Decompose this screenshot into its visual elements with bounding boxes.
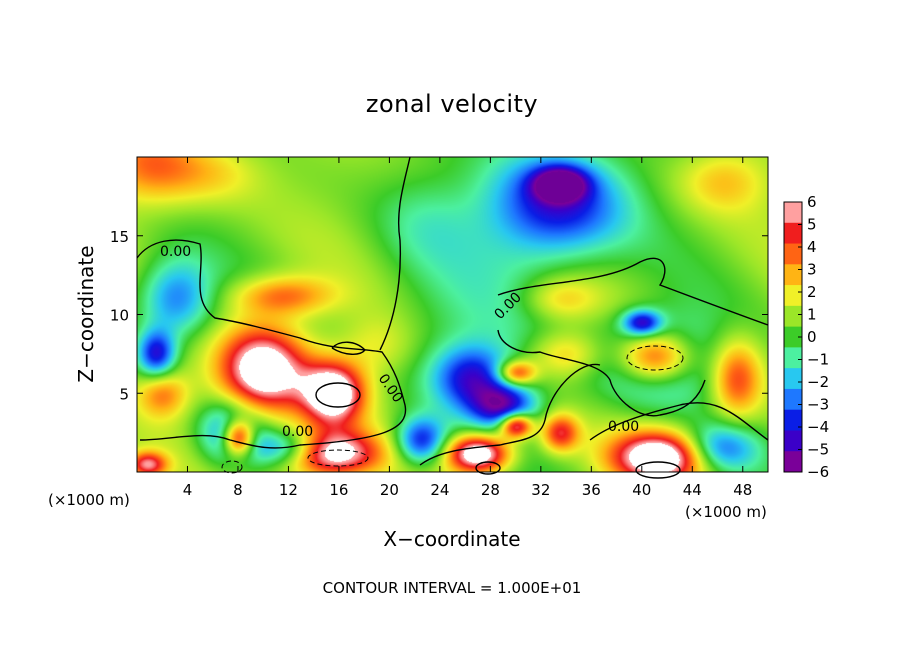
contour-line — [331, 341, 366, 355]
x-axis-title: X−coordinate — [383, 527, 520, 551]
colorbar-tick-label: 1 — [807, 306, 817, 324]
colorbar-tick-label: −1 — [807, 351, 829, 369]
x-tick-label: 12 — [279, 481, 298, 499]
contour-label: 0.00 — [282, 424, 313, 440]
colorbar-swatch — [784, 222, 802, 245]
x-tick-label: 44 — [683, 481, 702, 499]
x-unit-left: (×1000 m) — [48, 491, 130, 509]
contour-label: 0.00 — [608, 419, 639, 435]
contour-label: 0.00 — [160, 244, 191, 260]
colorbar-tick-label: 2 — [807, 283, 817, 301]
heatmap-field — [137, 157, 768, 472]
colorbar-swatch — [784, 347, 802, 369]
colorbar-tick-label: −6 — [807, 463, 829, 481]
plot-area: 0.00 0.00 0.00 0.00 0.00 — [136, 156, 769, 479]
colorbar-swatch — [784, 368, 802, 390]
x-tick-label: 36 — [582, 481, 601, 499]
colorbar-tick-label: −4 — [807, 418, 829, 436]
y-axis-title: Z−coordinate — [74, 245, 98, 382]
contour-line — [379, 156, 411, 351]
x-tick-label: 48 — [733, 481, 752, 499]
chart-title: zonal velocity — [366, 90, 538, 118]
x-tick-label: 8 — [233, 481, 243, 499]
contour-line — [475, 461, 501, 475]
colorbar-swatch — [784, 430, 802, 452]
x-tick-label: 20 — [380, 481, 399, 499]
x-tick-label: 16 — [329, 481, 348, 499]
contour-line — [315, 382, 361, 408]
contour-line — [589, 402, 769, 441]
contour-interval-note: CONTOUR INTERVAL = 1.000E+01 — [323, 579, 582, 597]
colorbar-tick-label: −3 — [807, 396, 829, 414]
y-axis: 5 10 15 — [110, 228, 768, 403]
colorbar-swatch — [784, 451, 802, 473]
dashed-contours — [221, 345, 684, 474]
x-tick-label: 32 — [531, 481, 550, 499]
contour-line — [497, 257, 769, 326]
colorbar-tick-label: 6 — [807, 193, 817, 211]
colorbar-swatch — [784, 388, 802, 411]
y-tick-label: 10 — [110, 307, 129, 325]
x-tick-label: 4 — [183, 481, 193, 499]
colorbar-swatch — [784, 243, 802, 265]
colorbar-swatch — [784, 409, 802, 431]
y-tick-label: 5 — [119, 385, 129, 403]
contour-line — [626, 345, 684, 371]
y-tick-label: 15 — [110, 228, 129, 246]
colorbar-tick-label: 5 — [807, 216, 817, 234]
colorbar-swatch — [784, 326, 802, 348]
zero-contours — [136, 156, 769, 479]
colorbar-tick-label: 4 — [807, 238, 817, 256]
colorbar-tick-label: −5 — [807, 441, 829, 459]
colorbar-swatch — [784, 305, 802, 328]
contour-line — [497, 329, 706, 417]
x-tick-label: 40 — [632, 481, 651, 499]
x-axis: 4 8 12 16 20 24 28 32 36 40 44 48 — [183, 157, 752, 499]
colorbar: 6 5 4 3 2 1 0 −1 −2 −3 −4 −5 −6 — [783, 193, 829, 481]
colorbar-swatch — [784, 285, 802, 307]
colorbar-tick-label: 3 — [807, 261, 817, 279]
colorbar-swatch — [784, 202, 802, 224]
contour-line — [136, 239, 407, 449]
colorbar-tick-label: 0 — [807, 328, 817, 346]
contour-line — [419, 363, 601, 466]
contour-line — [307, 449, 369, 467]
colorbar-swatch — [784, 264, 802, 286]
x-unit-right: (×1000 m) — [685, 503, 767, 521]
contour-line — [635, 461, 681, 479]
colorbar-tick-label: −2 — [807, 373, 829, 391]
x-tick-label: 28 — [481, 481, 500, 499]
contour-line — [221, 460, 243, 474]
x-tick-label: 24 — [430, 481, 449, 499]
